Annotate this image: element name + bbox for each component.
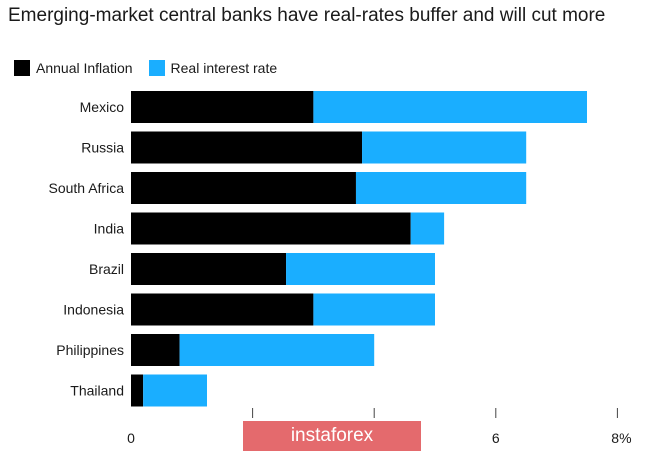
category-label-indonesia: Indonesia <box>63 302 124 318</box>
bar-mexico-real-rate <box>313 91 587 123</box>
category-label-india: India <box>94 221 125 237</box>
category-label-russia: Russia <box>81 140 124 156</box>
bar-india-real-rate <box>410 212 445 245</box>
bar-russia-inflation <box>131 131 363 164</box>
x-tick-label-6: 6 <box>492 430 500 446</box>
bar-south-africa-real-rate <box>355 172 527 204</box>
legend-label-inflation: Annual Inflation <box>36 60 133 76</box>
category-label-philippines: Philippines <box>56 342 124 358</box>
legend-item-inflation: Annual Inflation <box>14 60 133 76</box>
bar-indonesia-inflation <box>131 293 314 326</box>
category-label-thailand: Thailand <box>70 383 124 399</box>
x-tick-label-8: 8% <box>611 430 631 446</box>
bar-india-inflation <box>131 212 411 245</box>
bar-south-africa-inflation <box>131 172 356 204</box>
bar-thailand-inflation <box>131 374 144 407</box>
category-label-south-africa: South Africa <box>49 180 125 196</box>
watermark-banner: instaforex <box>243 421 421 451</box>
bar-philippines-real-rate <box>179 334 375 366</box>
x-tick-label-0: 0 <box>127 430 135 446</box>
bar-brazil-real-rate <box>286 253 435 285</box>
legend-swatch-real-rate <box>148 60 165 76</box>
category-label-mexico: Mexico <box>80 99 125 115</box>
bar-philippines-inflation <box>131 334 180 366</box>
legend-label-real-rate: Real interest rate <box>170 60 278 76</box>
legend-item-real-rate: Real interest rate <box>148 60 278 76</box>
bar-brazil-inflation <box>131 253 287 285</box>
bar-mexico-inflation <box>131 91 314 123</box>
legend: Annual Inflation Real interest rate <box>14 60 293 76</box>
bar-indonesia-real-rate <box>313 293 435 326</box>
bar-thailand-real-rate <box>143 374 207 407</box>
legend-swatch-inflation <box>14 60 30 76</box>
category-label-brazil: Brazil <box>89 261 124 277</box>
chart-title: Emerging-market central banks have real-… <box>8 5 606 26</box>
bar-russia-real-rate <box>362 131 527 164</box>
